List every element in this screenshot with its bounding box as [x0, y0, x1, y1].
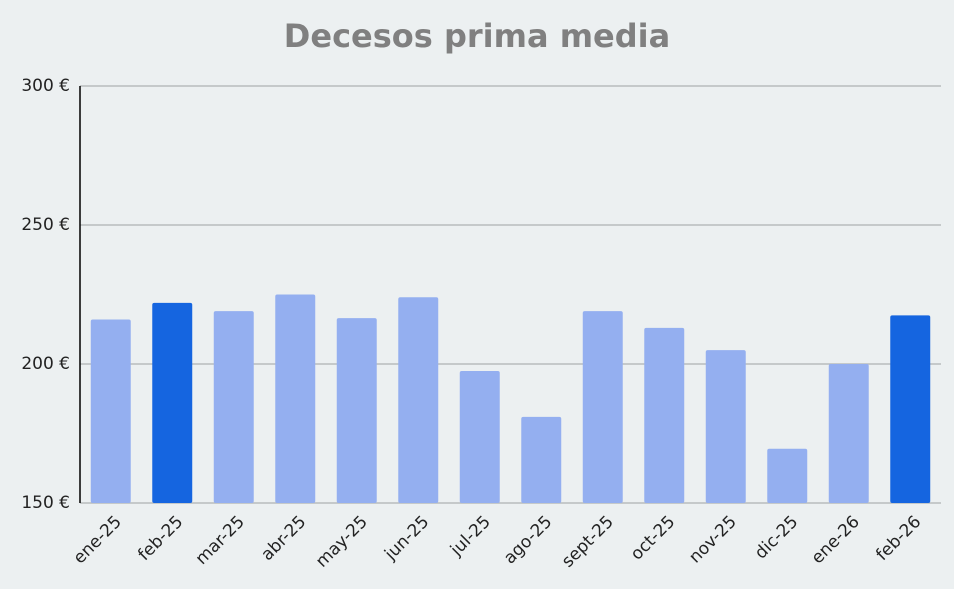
bar [213, 311, 254, 503]
y-tick-label: 250 € [21, 215, 70, 235]
bar [398, 297, 439, 503]
bar [275, 294, 316, 503]
bar [152, 302, 193, 503]
bar [582, 311, 623, 503]
bar [644, 327, 685, 503]
bar [459, 370, 500, 503]
bar [828, 364, 869, 503]
y-tick-label: 200 € [21, 354, 70, 374]
bar [336, 318, 377, 503]
bar [521, 416, 562, 503]
y-tick-label: 300 € [21, 76, 70, 96]
chart-title: Decesos prima media [284, 17, 670, 55]
bar [705, 350, 746, 503]
bar [90, 319, 131, 503]
bar [767, 448, 808, 503]
y-tick-label: 150 € [21, 493, 70, 513]
bar [890, 315, 931, 503]
